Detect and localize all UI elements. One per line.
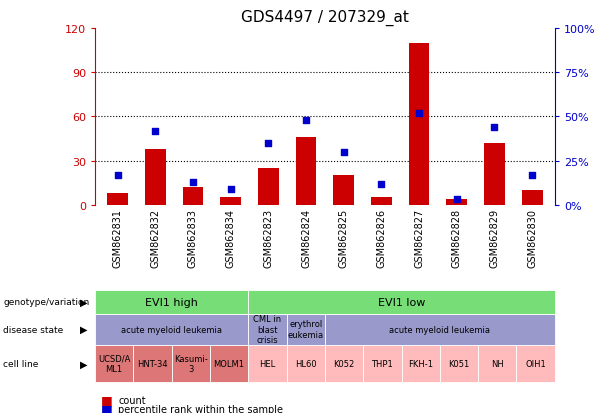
Bar bbox=[145, 150, 166, 205]
Text: HNT-34: HNT-34 bbox=[137, 359, 168, 368]
Text: K052: K052 bbox=[333, 359, 355, 368]
Bar bbox=[220, 198, 241, 205]
Point bbox=[150, 128, 160, 135]
Text: disease state: disease state bbox=[3, 325, 63, 334]
Text: NH: NH bbox=[491, 359, 504, 368]
Point bbox=[188, 179, 198, 185]
Text: ▶: ▶ bbox=[80, 358, 88, 368]
Text: genotype/variation: genotype/variation bbox=[3, 297, 89, 306]
Bar bbox=[183, 188, 204, 205]
Point bbox=[113, 172, 123, 178]
Point bbox=[376, 181, 386, 188]
Text: erythrol
eukemia: erythrol eukemia bbox=[287, 320, 324, 339]
Text: ▶: ▶ bbox=[80, 324, 88, 335]
Text: acute myeloid leukemia: acute myeloid leukemia bbox=[121, 325, 222, 334]
Bar bbox=[446, 199, 467, 205]
Text: OIH1: OIH1 bbox=[525, 359, 546, 368]
Point bbox=[490, 124, 500, 131]
Text: MOLM1: MOLM1 bbox=[213, 359, 245, 368]
Text: HEL: HEL bbox=[259, 359, 276, 368]
Text: HL60: HL60 bbox=[295, 359, 316, 368]
Text: UCSD/A
ML1: UCSD/A ML1 bbox=[98, 354, 131, 373]
Text: count: count bbox=[118, 395, 146, 405]
Text: THP1: THP1 bbox=[371, 359, 393, 368]
Bar bbox=[409, 44, 430, 205]
Bar bbox=[371, 198, 392, 205]
Bar bbox=[107, 194, 128, 205]
Text: Kasumi-
3: Kasumi- 3 bbox=[174, 354, 208, 373]
Point bbox=[226, 186, 235, 193]
Point bbox=[301, 117, 311, 124]
Point bbox=[452, 197, 462, 203]
Point bbox=[527, 172, 537, 178]
Text: EVI1 high: EVI1 high bbox=[145, 297, 198, 307]
Text: acute myeloid leukemia: acute myeloid leukemia bbox=[389, 325, 490, 334]
Point bbox=[414, 110, 424, 117]
Text: EVI1 low: EVI1 low bbox=[378, 297, 425, 307]
Bar bbox=[333, 176, 354, 205]
Bar bbox=[484, 144, 505, 205]
Point bbox=[264, 140, 273, 147]
Text: FKH-1: FKH-1 bbox=[408, 359, 433, 368]
Text: percentile rank within the sample: percentile rank within the sample bbox=[118, 404, 283, 413]
Title: GDS4497 / 207329_at: GDS4497 / 207329_at bbox=[241, 10, 409, 26]
Bar bbox=[522, 190, 543, 205]
Text: ▶: ▶ bbox=[80, 297, 88, 307]
Text: CML in
blast
crisis: CML in blast crisis bbox=[253, 315, 281, 344]
Point bbox=[339, 149, 349, 156]
Text: ■: ■ bbox=[101, 402, 113, 413]
Bar bbox=[295, 138, 316, 205]
Text: cell line: cell line bbox=[3, 359, 39, 368]
Text: ■: ■ bbox=[101, 393, 113, 406]
Bar bbox=[258, 169, 279, 205]
Text: K051: K051 bbox=[448, 359, 470, 368]
